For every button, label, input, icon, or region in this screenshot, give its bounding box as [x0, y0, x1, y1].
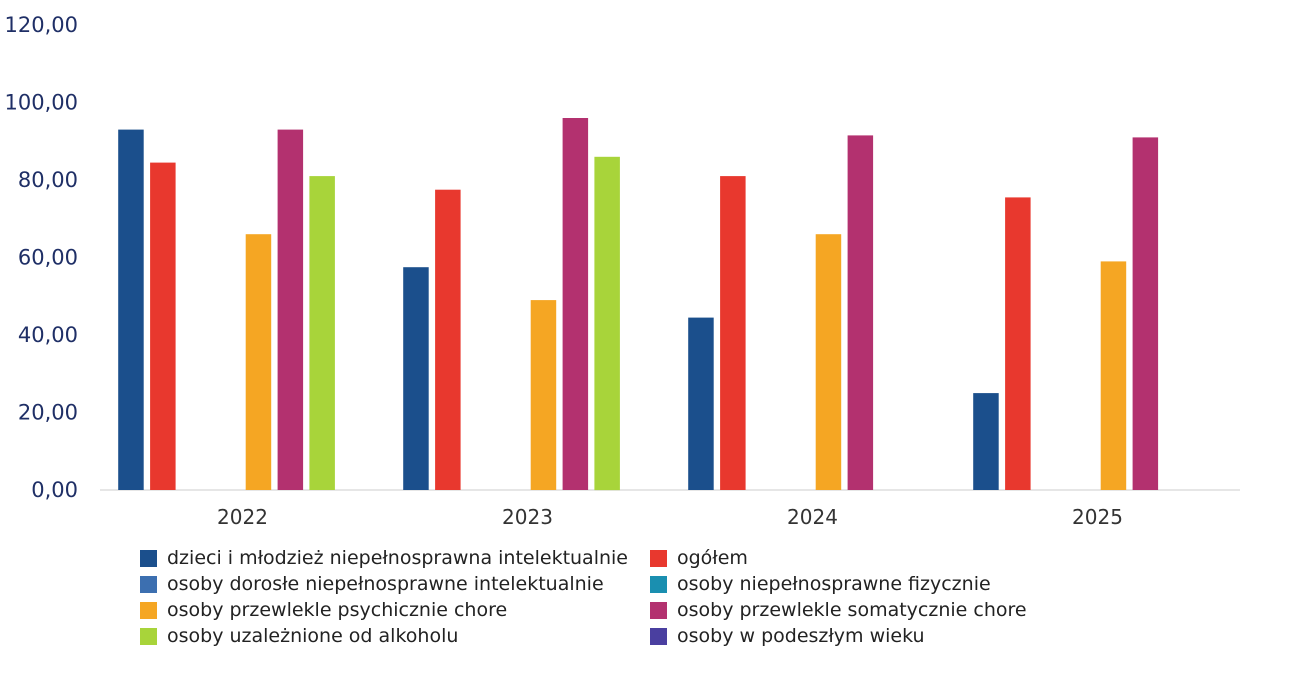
legend-swatch: [650, 627, 667, 645]
legend-item-podeszly-wiek: osoby w podeszłym wieku: [650, 624, 1070, 648]
y-tick-label: 60,00: [18, 246, 78, 270]
bar: [973, 393, 999, 490]
legend-label: osoby w podeszłym wieku: [677, 625, 925, 647]
legend-swatch: [140, 575, 157, 593]
legend-label: osoby przewlekle somatycznie chore: [677, 599, 1027, 621]
legend-label: dzieci i młodzież niepełnosprawna intele…: [167, 547, 628, 569]
legend-swatch: [650, 601, 667, 619]
x-tick-label: 2022: [217, 505, 268, 529]
bar: [150, 162, 176, 490]
bar: [594, 156, 620, 491]
y-tick-label: 0,00: [31, 478, 78, 502]
legend-label: osoby dorosłe niepełnosprawne intelektua…: [167, 573, 604, 595]
bar: [309, 176, 335, 490]
legend-item-dorosle: osoby dorosłe niepełnosprawne intelektua…: [140, 572, 650, 596]
x-tick-label: 2023: [502, 505, 553, 529]
y-axis-ticks: 0,00 20,00 40,00 60,00 80,00 100,00 120,00: [5, 13, 78, 502]
legend-item-psychicznie: osoby przewlekle psychicznie chore: [140, 598, 650, 622]
legend-swatch: [650, 549, 667, 567]
bar: [847, 135, 874, 490]
bar-chart: 0,00 20,00 40,00 60,00 80,00 100,00 120,00 202…: [5, 13, 1240, 529]
legend-item-dzieci: dzieci i młodzież niepełnosprawna intele…: [140, 546, 650, 570]
bar: [277, 129, 304, 490]
bar: [245, 234, 272, 490]
bar: [118, 129, 144, 490]
legend-swatch: [140, 627, 157, 645]
legend-label: ogółem: [677, 547, 748, 569]
legend-label: osoby przewlekle psychicznie chore: [167, 599, 508, 621]
x-tick-label: 2024: [787, 505, 838, 529]
y-tick-label: 40,00: [18, 323, 78, 347]
bar: [1100, 261, 1127, 490]
bar-group: [118, 118, 1159, 491]
bar: [815, 234, 842, 490]
legend-item-ogolem: ogółem: [650, 546, 1070, 570]
y-tick-label: 120,00: [5, 13, 78, 37]
bar: [530, 300, 557, 490]
x-tick-label: 2025: [1072, 505, 1123, 529]
legend-swatch: [140, 549, 157, 567]
legend-swatch: [650, 575, 667, 593]
legend-item-alkohol: osoby uzależnione od alkoholu: [140, 624, 650, 648]
legend-swatch: [140, 601, 157, 619]
legend: dzieci i młodzież niepełnosprawna intele…: [140, 546, 1100, 648]
bar: [1132, 137, 1159, 490]
bar: [688, 317, 714, 490]
bar: [403, 267, 429, 490]
y-tick-label: 80,00: [18, 168, 78, 192]
y-tick-label: 20,00: [18, 401, 78, 425]
y-tick-label: 100,00: [5, 91, 78, 115]
legend-label: osoby niepełnosprawne fizycznie: [677, 573, 991, 595]
legend-item-somatycznie: osoby przewlekle somatycznie chore: [650, 598, 1070, 622]
legend-item-fizycznie: osoby niepełnosprawne fizycznie: [650, 572, 1070, 596]
legend-label: osoby uzależnione od alkoholu: [167, 625, 459, 647]
bar: [1005, 197, 1031, 490]
bar: [435, 189, 461, 490]
bar: [720, 176, 746, 490]
x-axis-ticks: 2022 2023 2024 2025: [217, 505, 1123, 529]
bar: [562, 118, 589, 490]
